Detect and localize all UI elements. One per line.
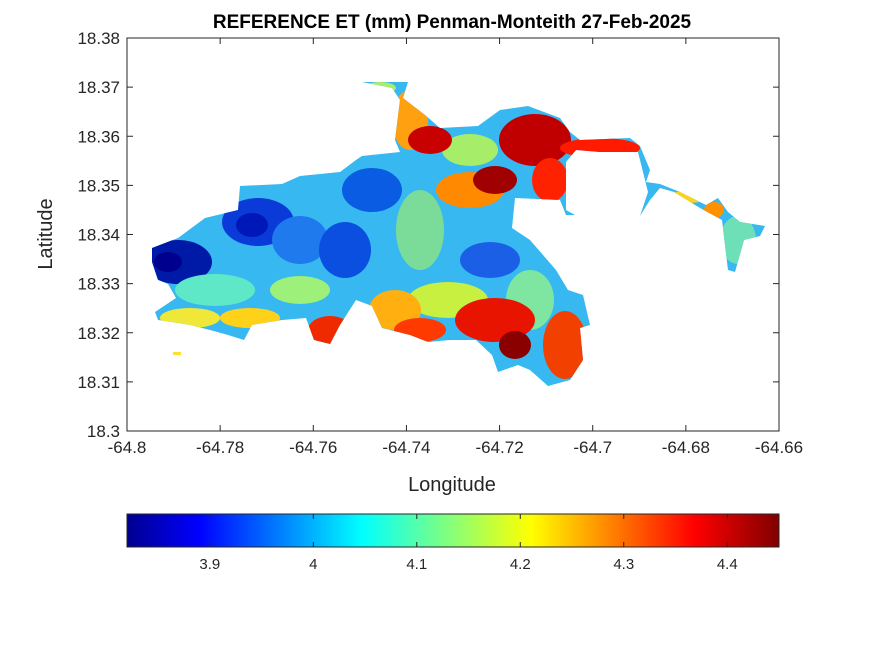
y-tick-label: 18.37 [77, 78, 120, 97]
colorbar-tick-label: 4.2 [510, 556, 531, 573]
chart-title: REFERENCE ET (mm) Penman-Monteith 27-Feb… [213, 12, 692, 33]
y-tick-label: 18.38 [77, 29, 120, 48]
colorbar-tick-label: 4.1 [406, 556, 427, 573]
x-axis: -64.8 -64.78 -64.76 -64.74 -64.72 -64.7 -64.68… [108, 38, 803, 457]
colorbar-ticks: 3.9 4 4.1 4.2 4.3 4.4 [199, 514, 738, 573]
heat-blob [154, 252, 182, 272]
heat-blob [408, 126, 452, 154]
x-tick-label: -64.68 [662, 438, 710, 457]
x-tick-label: -64.66 [755, 438, 803, 457]
heat-blob [270, 276, 330, 304]
x-tick-label: -64.7 [573, 438, 612, 457]
y-tick-label: 18.3 [87, 422, 120, 441]
colorbar-tick-label: 3.9 [199, 556, 220, 573]
y-tick-label: 18.35 [77, 176, 120, 195]
colorbar-tick-label: 4.4 [717, 556, 738, 573]
islet [173, 352, 181, 355]
x-tick-label: -64.78 [196, 438, 244, 457]
y-tick-label: 18.31 [77, 373, 120, 392]
colorbar [126, 513, 780, 548]
colorbar-tick-label: 4.3 [613, 556, 634, 573]
heat-blob [460, 242, 520, 278]
heat-blob [473, 166, 517, 194]
heat-blob [499, 114, 571, 166]
x-tick-label: -64.8 [108, 438, 147, 457]
heat-blob [532, 158, 568, 202]
heat-blob [342, 168, 402, 212]
heat-blob [499, 331, 531, 359]
y-tick-label: 18.36 [77, 127, 120, 146]
heat-blob [396, 190, 444, 270]
x-tick-label: -64.72 [475, 438, 523, 457]
x-tick-label: -64.76 [289, 438, 337, 457]
heat-blob [543, 311, 587, 379]
x-tick-label: -64.74 [382, 438, 430, 457]
y-axis: 18.3 18.31 18.32 18.33 18.34 18.35 18.36 18.37 1… [77, 29, 779, 441]
heat-blob [442, 134, 498, 166]
colorbar-tick-label: 4 [309, 556, 317, 573]
y-tick-label: 18.32 [77, 324, 120, 343]
heat-blob [175, 274, 255, 306]
y-tick-label: 18.33 [77, 275, 120, 294]
heat-blob [272, 216, 328, 264]
heat-blob [319, 222, 371, 278]
x-axis-label: Longitude [408, 474, 496, 496]
heat-blob [236, 213, 268, 237]
y-axis-label: Latitude [35, 198, 57, 269]
y-tick-label: 18.34 [77, 226, 120, 245]
